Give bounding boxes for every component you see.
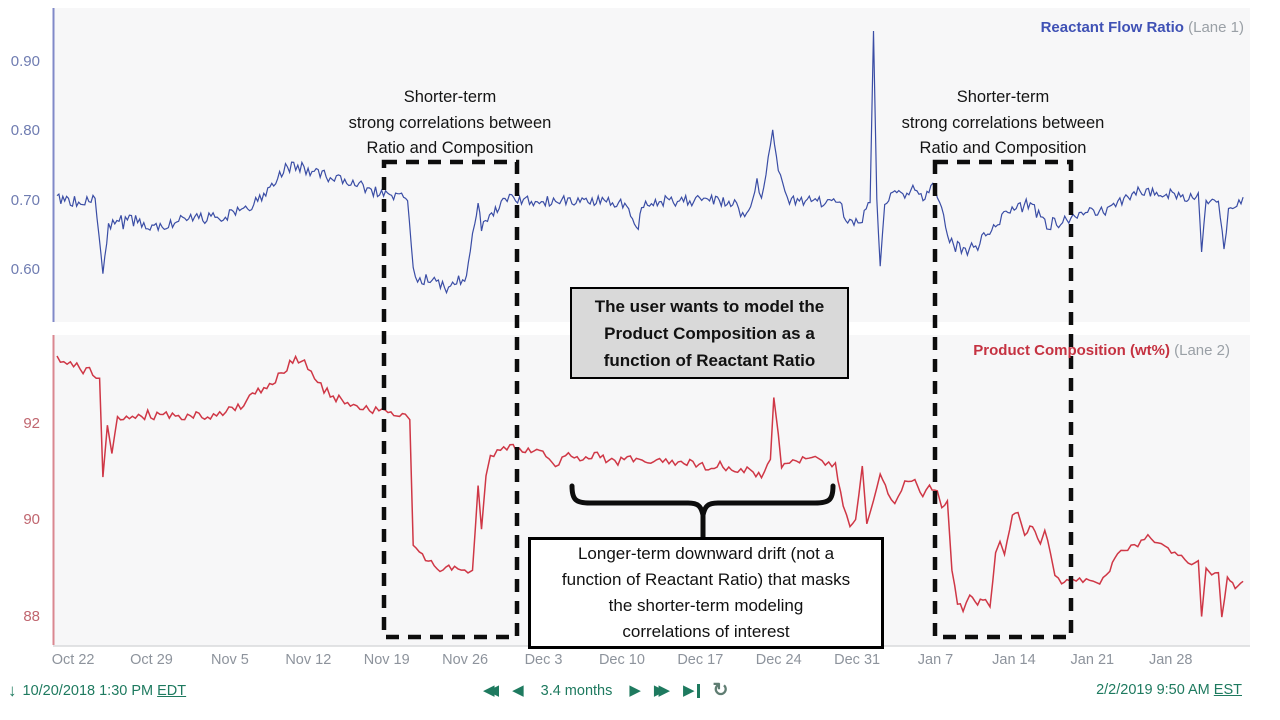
x-tick-label: Dec 17 [677, 652, 724, 668]
down-arrow-icon: ↓ [8, 681, 17, 700]
annotation-line: correlations of interest [622, 622, 790, 641]
timezone-link[interactable]: EST [1213, 682, 1242, 698]
lane1-lane-tag: (Lane 1) [1188, 19, 1244, 36]
series-group [56, 30, 1244, 618]
x-tick-label: Jan 7 [917, 652, 954, 668]
range-end-datetime: 2/2/2019 9:50 AM [1096, 682, 1210, 698]
annotation-line: Longer-term downward drift (not a [577, 544, 835, 563]
annotation-line: The user wants to model the [594, 296, 825, 316]
reactant-flow-ratio-series [56, 30, 1244, 295]
timezone-link[interactable]: EDT [157, 682, 187, 699]
annotation-line: the shorter-term modeling [608, 596, 804, 615]
y-tick-label: 0.90 [10, 53, 40, 71]
product-composition-series [56, 354, 1244, 618]
x-tick-label: Dec 3 [524, 652, 563, 668]
go-to-end-icon[interactable]: ▶ [683, 680, 700, 702]
annotation-line: Shorter-term [956, 88, 1050, 106]
annotation-line: Ratio and Composition [919, 139, 1087, 157]
dashed-region-2 [932, 159, 1074, 640]
refresh-icon[interactable]: ↻ [712, 680, 729, 701]
annotation-line: strong correlations between [901, 113, 1105, 132]
brace-icon [569, 483, 836, 516]
annotation-line: function of Reactant Ratio) that masks [561, 570, 851, 589]
x-tick-label: Nov 5 [210, 652, 249, 668]
x-tick-label: Nov 19 [363, 652, 410, 668]
y-tick-label: 0.60 [10, 261, 40, 278]
jump-forward-icon[interactable]: ▶▶ [653, 682, 670, 699]
x-tick-label: Nov 26 [442, 652, 489, 668]
model-goal-callout: The user wants to model the Product Comp… [570, 287, 849, 379]
playback-controls: ◀◀ ◀ 3.4 months ▶ ▶▶ ▶ ↻ [483, 680, 728, 702]
drift-callout: Longer-term downward drift (not a functi… [528, 537, 884, 649]
step-forward-icon[interactable]: ▶ [629, 682, 641, 699]
dashed-region-1 [381, 159, 520, 640]
x-tick-label: Oct 29 [130, 652, 173, 668]
annotation-line: Shorter-term [403, 88, 497, 106]
time-range-toolbar: ↓ 10/20/2018 1:30 PM EDT ◀◀ ◀ 3.4 months… [0, 678, 1280, 708]
lane2-lane-tag: (Lane 2) [1174, 342, 1230, 359]
range-end-control[interactable]: 2/2/2019 9:50 AM EST [1096, 682, 1242, 698]
range-start-control[interactable]: ↓ 10/20/2018 1:30 PM EDT [8, 682, 186, 699]
range-start-timestamp[interactable]: 10/20/2018 1:30 PM EDT [23, 683, 187, 699]
lane1-signal-name: Reactant Flow Ratio [1040, 19, 1184, 36]
annotation-line: Product Composition as a [604, 323, 815, 343]
x-tick-label: Dec 31 [834, 652, 881, 668]
annotation-line: strong correlations between [348, 113, 552, 132]
duration-label[interactable]: 3.4 months [540, 683, 613, 699]
correlation-annotation-2: Shorter-term strong correlations between… [863, 85, 1143, 162]
annotation-line: function of Reactant Ratio [603, 350, 816, 370]
lane2-y-axis-labels[interactable]: 92 90 88 [0, 0, 46, 720]
y-tick-label: 0.80 [10, 122, 40, 140]
lane2-signal-label[interactable]: Product Composition (wt%) (Lane 2) [973, 342, 1230, 359]
lane1-signal-label[interactable]: Reactant Flow Ratio (Lane 1) [1041, 19, 1244, 36]
lane2-signal-name: Product Composition (wt%) [973, 342, 1170, 359]
jump-back-icon[interactable]: ◀◀ [483, 682, 499, 699]
x-tick-label: Dec 10 [598, 652, 645, 668]
correlation-annotation-1: Shorter-term strong correlations between… [310, 85, 590, 162]
y-tick-label: 88 [23, 607, 40, 625]
x-axis-label-strip[interactable]: Oct 22 Oct 29 Nov 5 Nov 12 Nov 19 Nov 26 Dec 3… [0, 652, 1280, 676]
step-back-icon[interactable]: ◀ [512, 682, 524, 699]
x-tick-label: Jan 14 [992, 652, 1036, 668]
x-tick-label: Nov 12 [285, 652, 332, 668]
x-tick-label: Dec 24 [755, 652, 802, 668]
annotation-line: Ratio and Composition [366, 139, 534, 157]
y-tick-label: 92 [23, 414, 40, 432]
x-tick-label: Oct 22 [51, 652, 95, 668]
y-tick-label: 0.70 [10, 191, 40, 209]
x-tick-label: Jan 28 [1148, 652, 1193, 668]
range-start-datetime: 10/20/2018 1:30 PM [22, 682, 154, 699]
x-tick-label: Jan 21 [1070, 652, 1115, 668]
y-tick-label: 90 [23, 511, 40, 529]
lane1-y-axis-labels[interactable]: 0.90 0.80 0.70 0.60 [0, 0, 46, 720]
lane1-plot-background[interactable] [53, 8, 1250, 322]
